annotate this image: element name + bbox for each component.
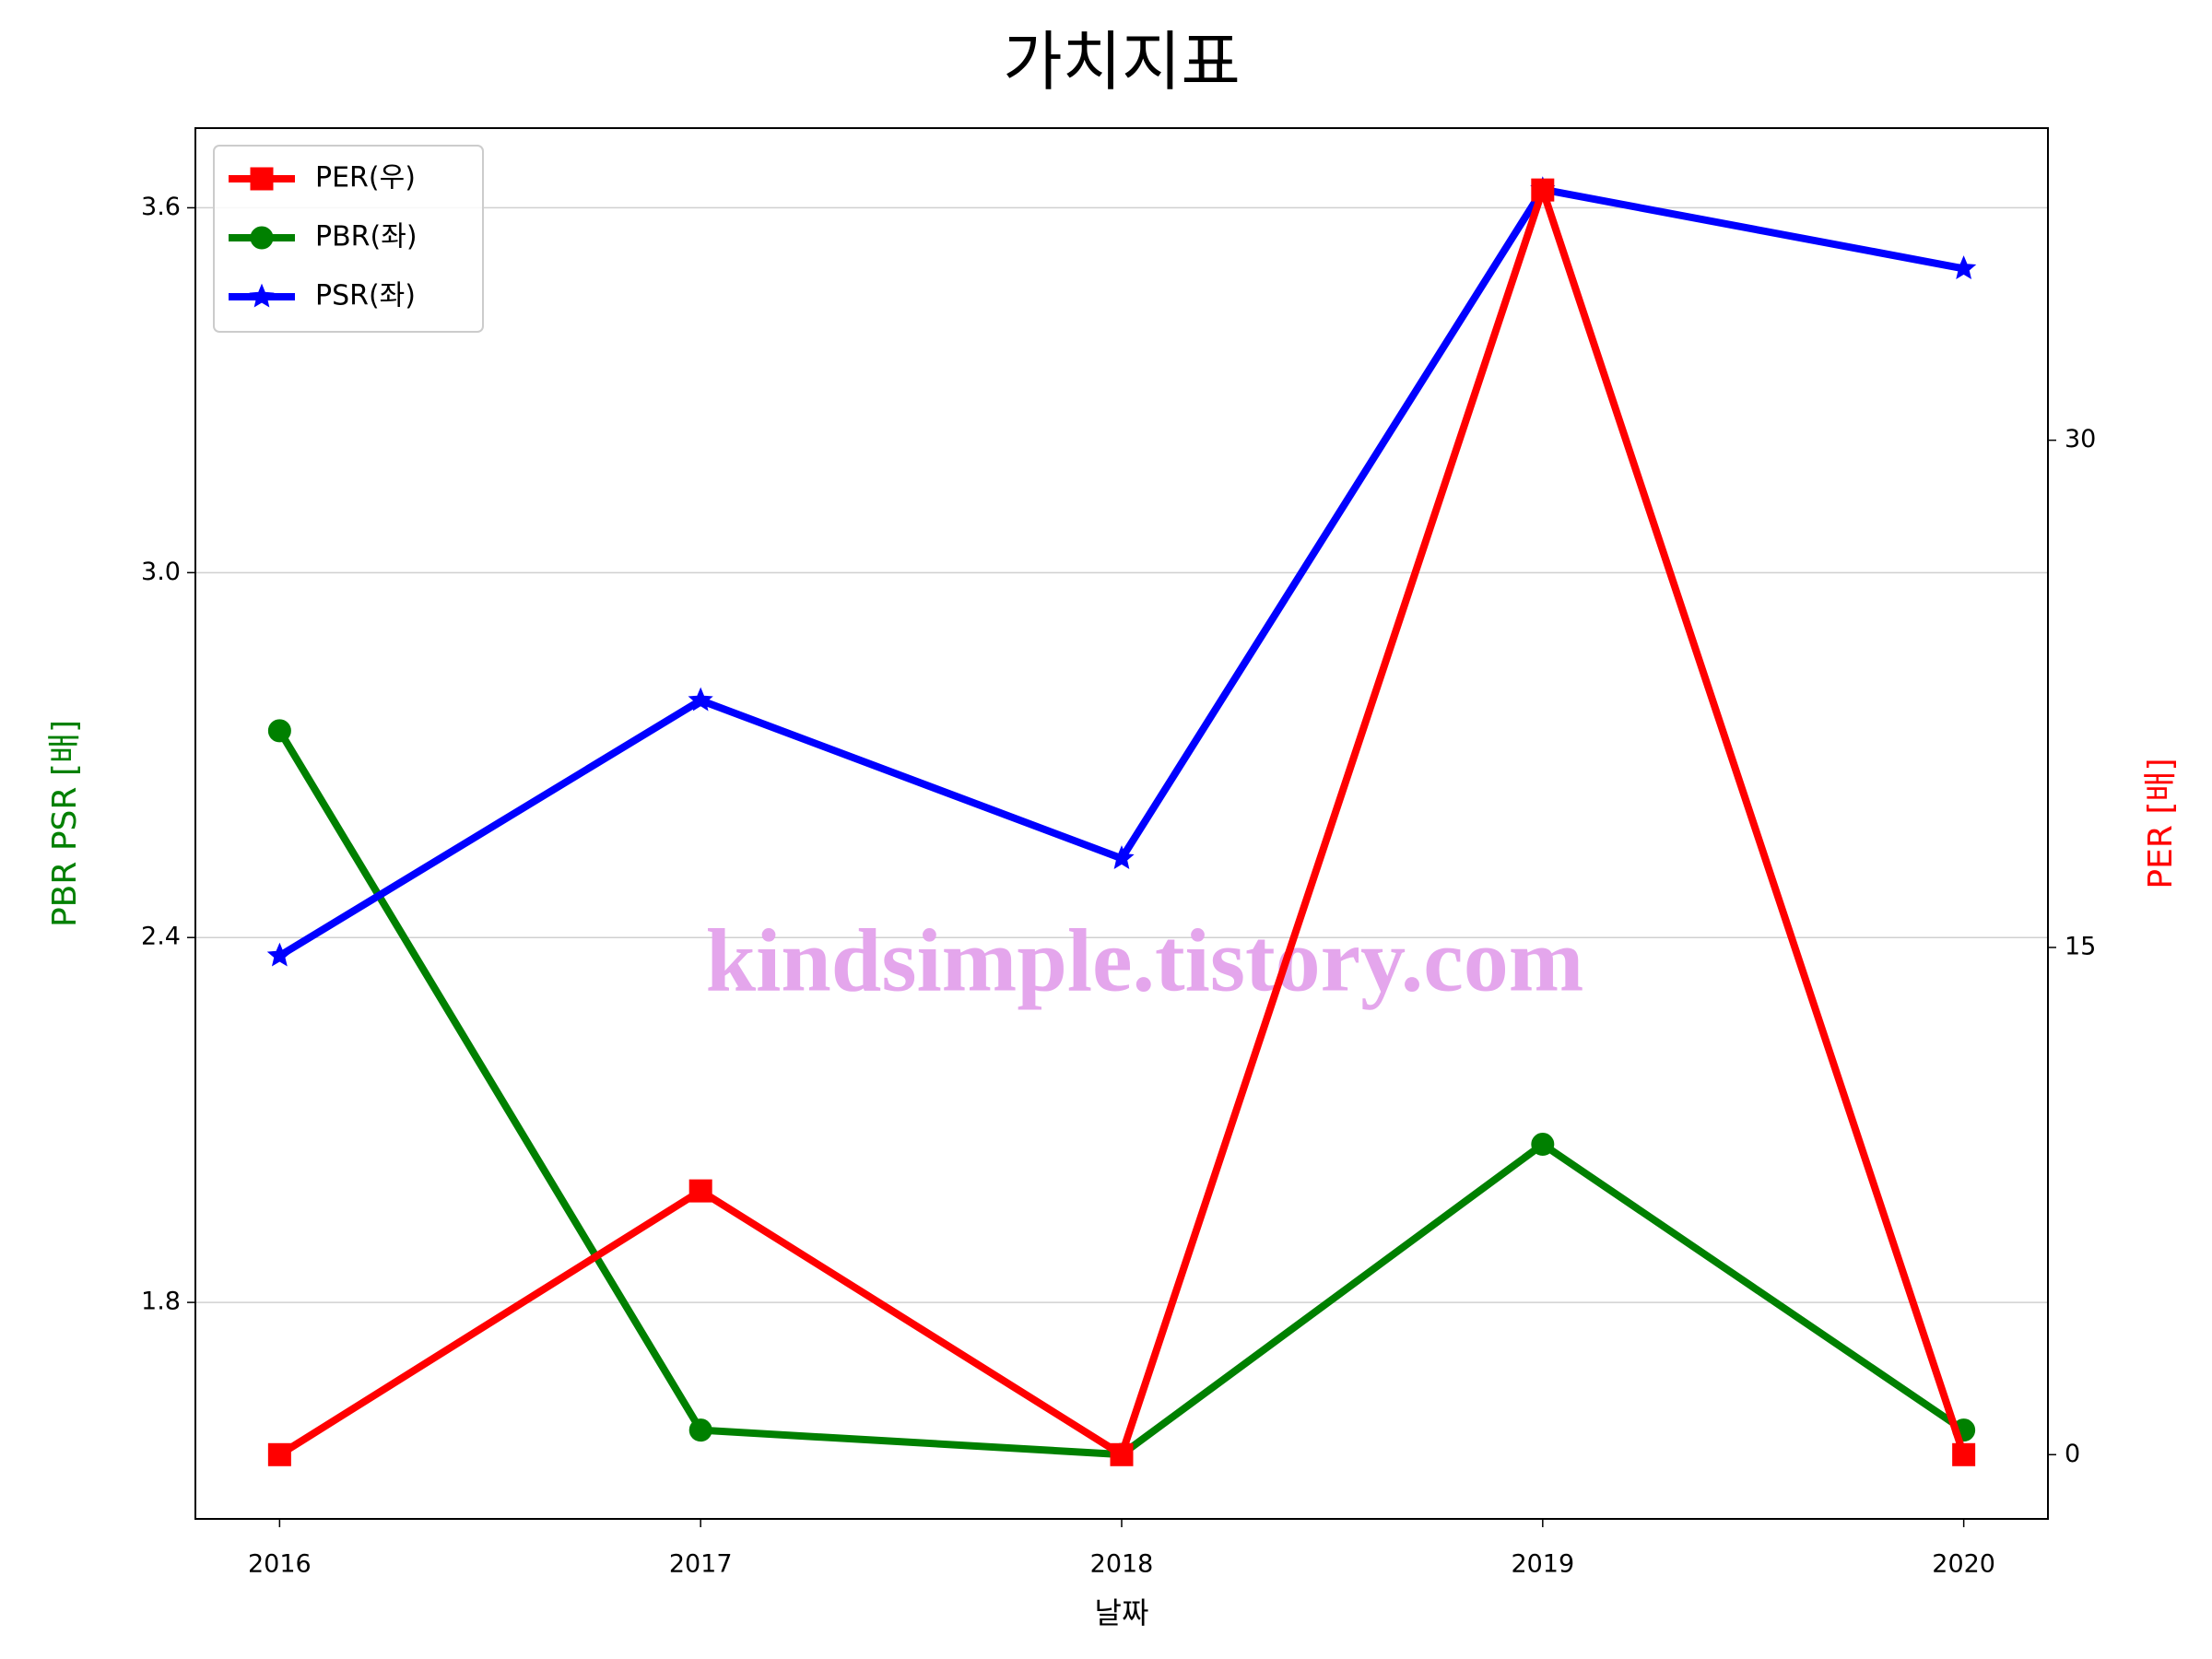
x-tick-label: 2019 — [1511, 1550, 1574, 1579]
y-axis-label: PBR PSR [배] — [46, 720, 84, 927]
marker — [688, 1179, 712, 1203]
y-tick-label: 3.0 — [141, 558, 181, 586]
marker — [1109, 845, 1135, 870]
marker — [688, 1418, 712, 1442]
chart-title: 가치지표 — [1003, 24, 1241, 100]
x-tick-label: 2016 — [248, 1550, 312, 1579]
axes-frame — [194, 127, 2049, 1520]
legend-label: PBR(좌) — [315, 221, 418, 253]
x-tick-label: 2020 — [1932, 1550, 1995, 1579]
marker — [1531, 1133, 1555, 1157]
watermark: kindsimple.tistory.com — [706, 911, 1584, 1010]
legend-box — [213, 145, 484, 333]
marker — [1531, 178, 1555, 202]
marker — [688, 687, 713, 712]
y2-axis-label: PER [배] — [2142, 758, 2180, 888]
y2-tick-label: 0 — [2065, 1440, 2080, 1468]
legend-marker — [250, 226, 274, 250]
y-tick-label: 1.8 — [141, 1288, 181, 1316]
marker — [267, 1442, 291, 1466]
legend-marker — [250, 167, 274, 191]
y-tick-label: 2.4 — [141, 923, 181, 951]
marker — [266, 942, 292, 967]
marker — [1110, 1442, 1134, 1466]
x-tick-label: 2017 — [669, 1550, 733, 1579]
legend-label: PSR(좌) — [315, 280, 416, 312]
x-tick-label: 2018 — [1090, 1550, 1154, 1579]
legend-label: PER(우) — [315, 162, 416, 194]
x-axis-label: 날짜 — [1095, 1595, 1149, 1630]
y-tick-label: 3.6 — [141, 193, 181, 221]
y2-tick-label: 30 — [2065, 425, 2096, 453]
y2-tick-label: 15 — [2065, 932, 2096, 960]
marker — [1951, 255, 1977, 279]
marker — [1952, 1442, 1976, 1466]
legend-marker — [249, 283, 275, 308]
marker — [267, 719, 291, 743]
